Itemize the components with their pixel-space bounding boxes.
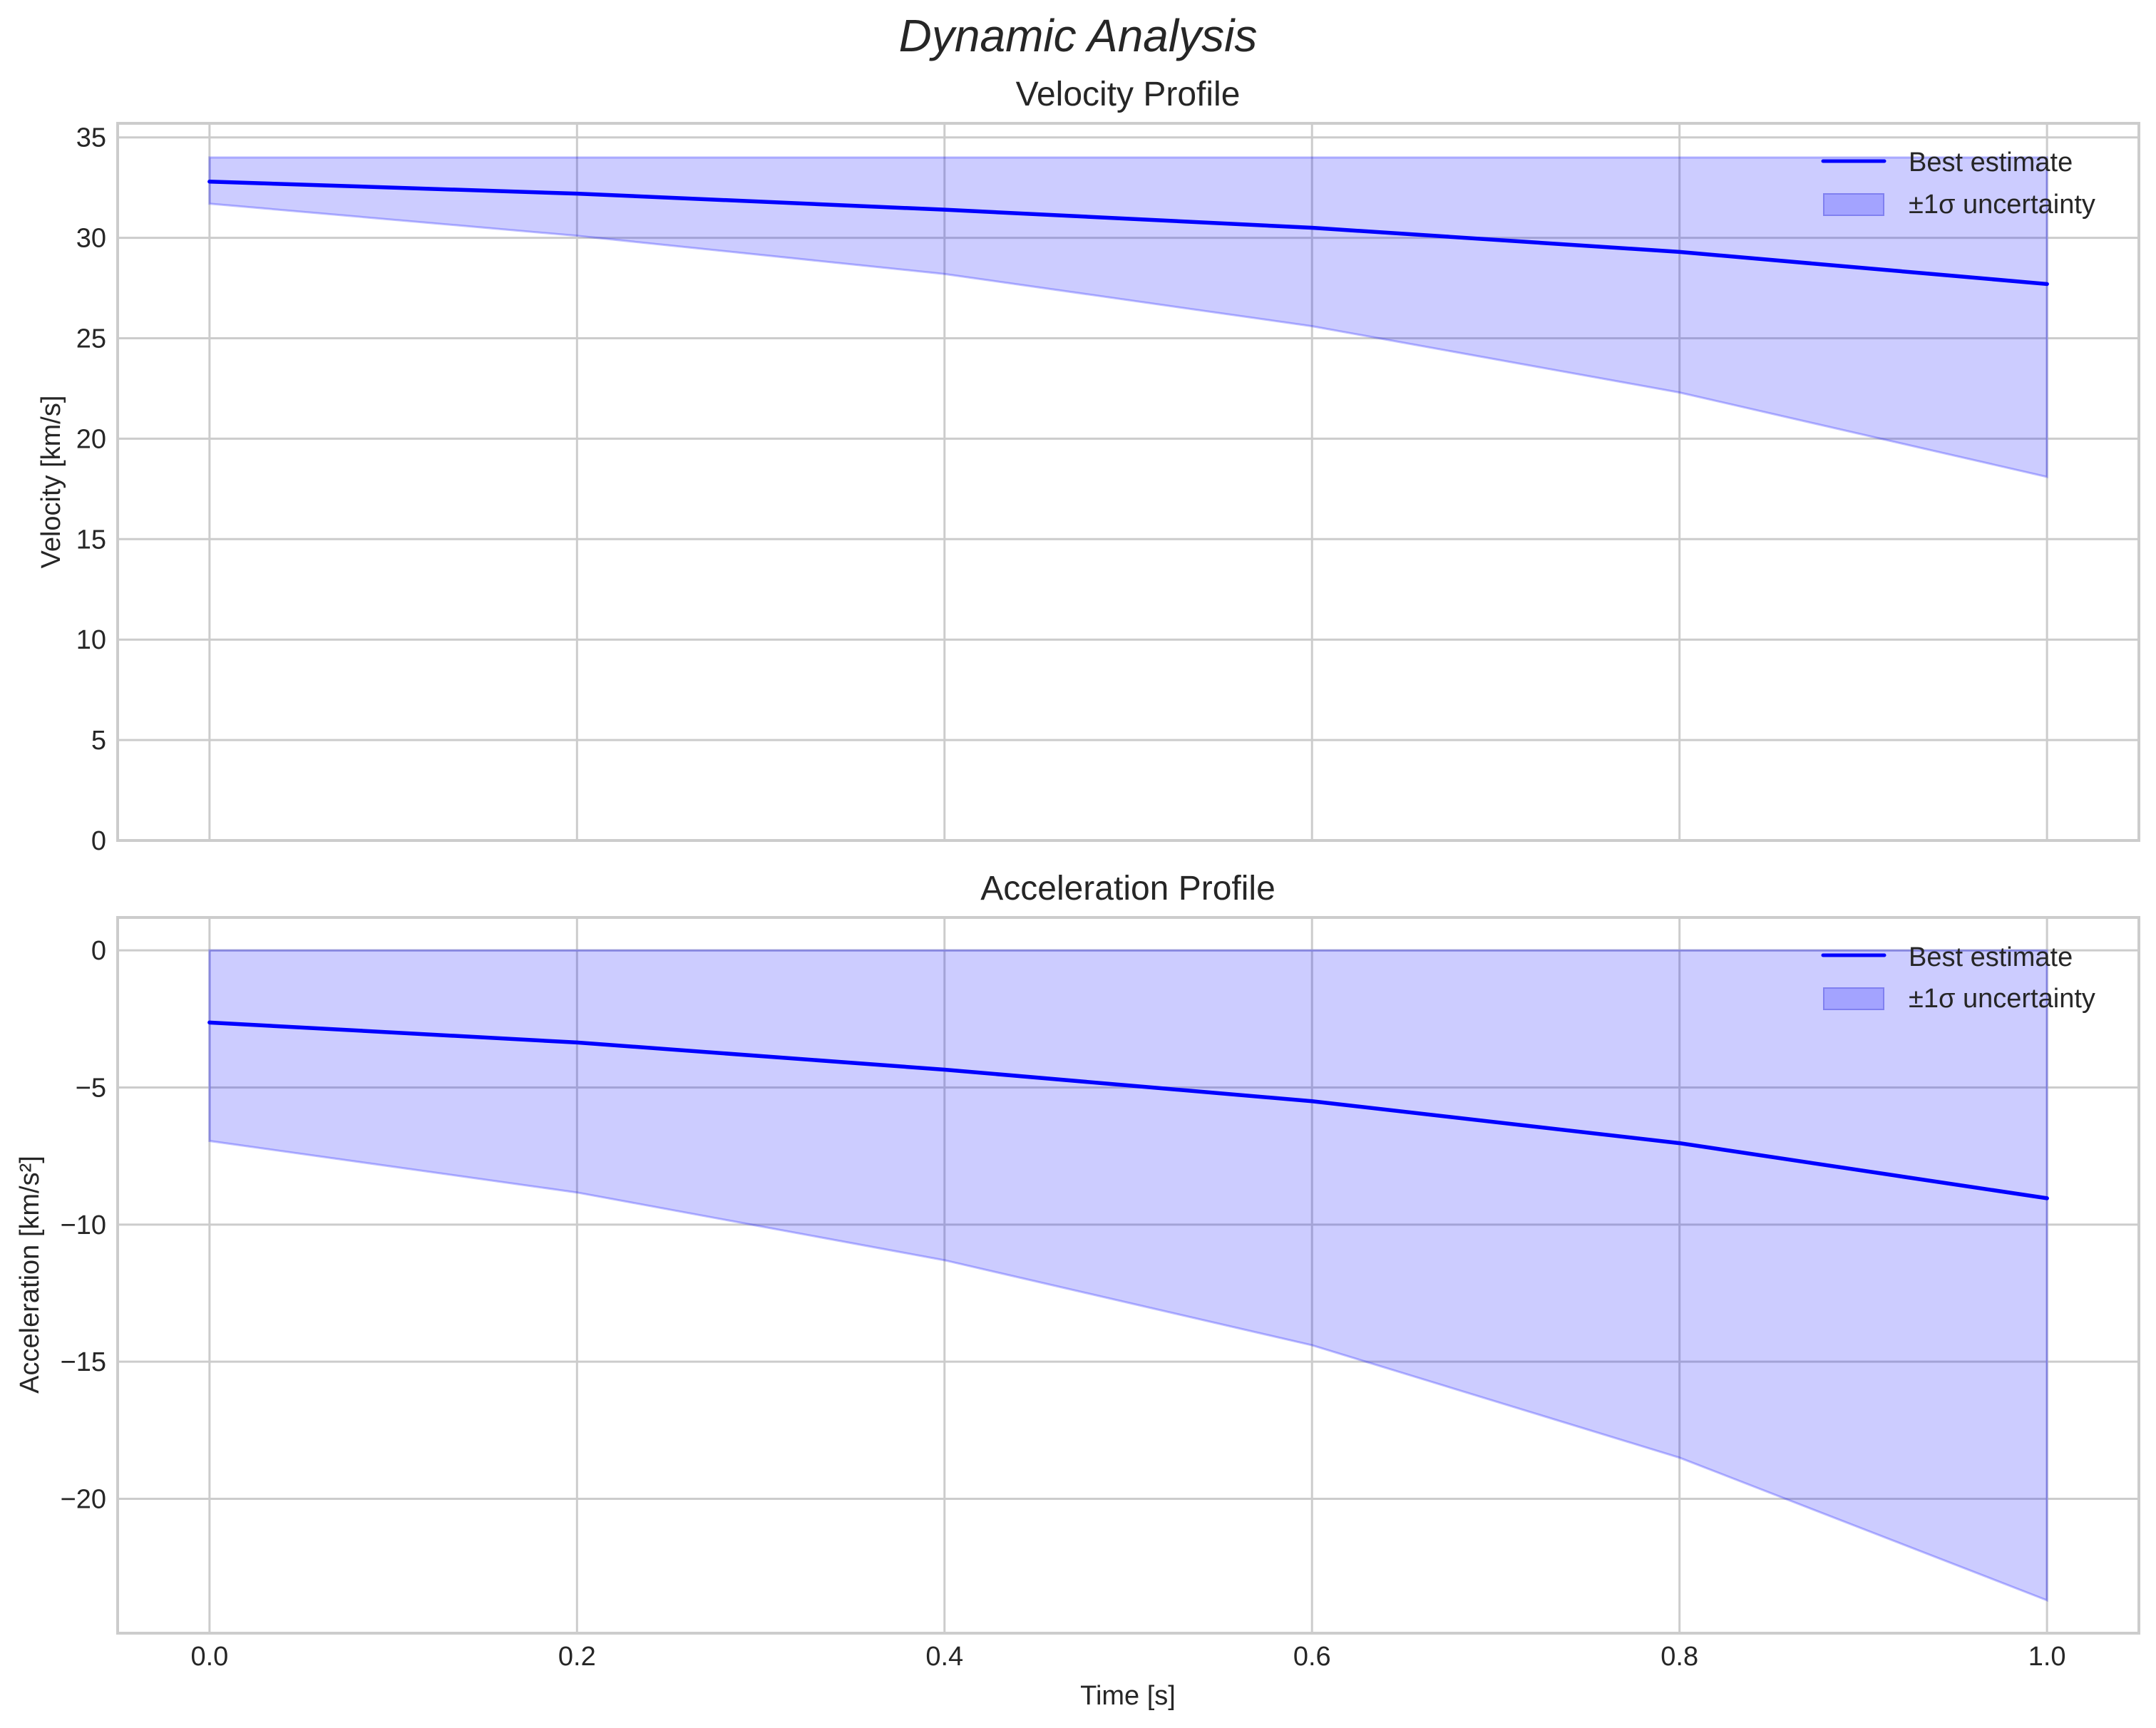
uncertainty-band-area	[208, 156, 2048, 478]
acceleration-plot-title: Acceleration Profile	[980, 870, 1275, 907]
legend-label-best-estimate: Best estimate	[1909, 148, 2073, 178]
acceleration-gridlines	[118, 917, 2139, 1633]
y-tick-label: 0	[91, 826, 106, 856]
y-tick-label: −15	[61, 1347, 106, 1377]
x-axis-label: Time [s]	[1080, 1681, 1176, 1711]
y-tick-label: 5	[91, 726, 106, 756]
legend-label-best-estimate: Best estimate	[1909, 942, 2073, 972]
acceleration-best-estimate-line	[207, 1020, 2049, 1200]
best-estimate-line	[207, 179, 2049, 287]
y-tick-label: 35	[76, 123, 106, 153]
y-tick-label: 25	[76, 324, 106, 354]
acceleration-uncertainty-band	[208, 949, 2048, 1603]
legend-patch-swatch-icon	[1823, 193, 1884, 216]
velocity-axes-frame	[116, 122, 2140, 842]
acceleration-axes-frame	[116, 916, 2140, 1635]
y-tick-label: −5	[76, 1073, 106, 1103]
velocity-plot: Velocity Profile 0 5 10 15 20 25 30 35 Velocity…	[36, 76, 2140, 856]
x-tick-label: 0.4	[925, 1642, 963, 1672]
legend-label-uncertainty: ±1σ uncertainty	[1909, 190, 2095, 220]
acceleration-y-axis-label: Acceleration [km/s²]	[15, 1156, 45, 1394]
y-tick-label: 15	[76, 525, 106, 555]
acceleration-plot: Acceleration Profile 0 −5 −10 −15 −20 0.0 0.2…	[15, 870, 2140, 1711]
x-tick-label: 0.0	[190, 1642, 228, 1672]
acceleration-y-tick-labels: 0 −5 −10 −15 −20	[61, 936, 106, 1514]
x-tick-label: 1.0	[2028, 1642, 2066, 1672]
x-tick-label: 0.2	[558, 1642, 596, 1672]
best-estimate-line	[207, 1020, 2049, 1200]
velocity-y-axis-label: Velocity [km/s]	[36, 396, 66, 569]
legend-patch-swatch-icon	[1823, 987, 1884, 1010]
velocity-legend: Best estimate ±1σ uncertainty	[1821, 148, 2095, 220]
y-tick-label: −10	[61, 1210, 106, 1240]
y-tick-label: 30	[76, 224, 106, 254]
velocity-y-tick-labels: 0 5 10 15 20 25 30 35	[76, 123, 106, 856]
figure-title: Dynamic Analysis	[899, 10, 1258, 61]
uncertainty-band-area	[208, 949, 2048, 1603]
acceleration-legend: Best estimate ±1σ uncertainty	[1821, 942, 2095, 1014]
y-tick-label: 10	[76, 625, 106, 655]
velocity-uncertainty-band	[208, 156, 2048, 478]
velocity-best-estimate-line	[207, 179, 2049, 287]
acceleration-x-tick-labels: 0.0 0.2 0.4 0.6 0.8 1.0	[190, 1642, 2065, 1672]
velocity-plot-title: Velocity Profile	[1016, 76, 1241, 113]
x-tick-label: 0.6	[1293, 1642, 1331, 1672]
y-tick-label: 0	[91, 936, 106, 966]
y-tick-label: −20	[61, 1485, 106, 1515]
y-tick-label: 20	[76, 424, 106, 454]
x-tick-label: 0.8	[1660, 1642, 1698, 1672]
legend-label-uncertainty: ±1σ uncertainty	[1909, 984, 2095, 1014]
